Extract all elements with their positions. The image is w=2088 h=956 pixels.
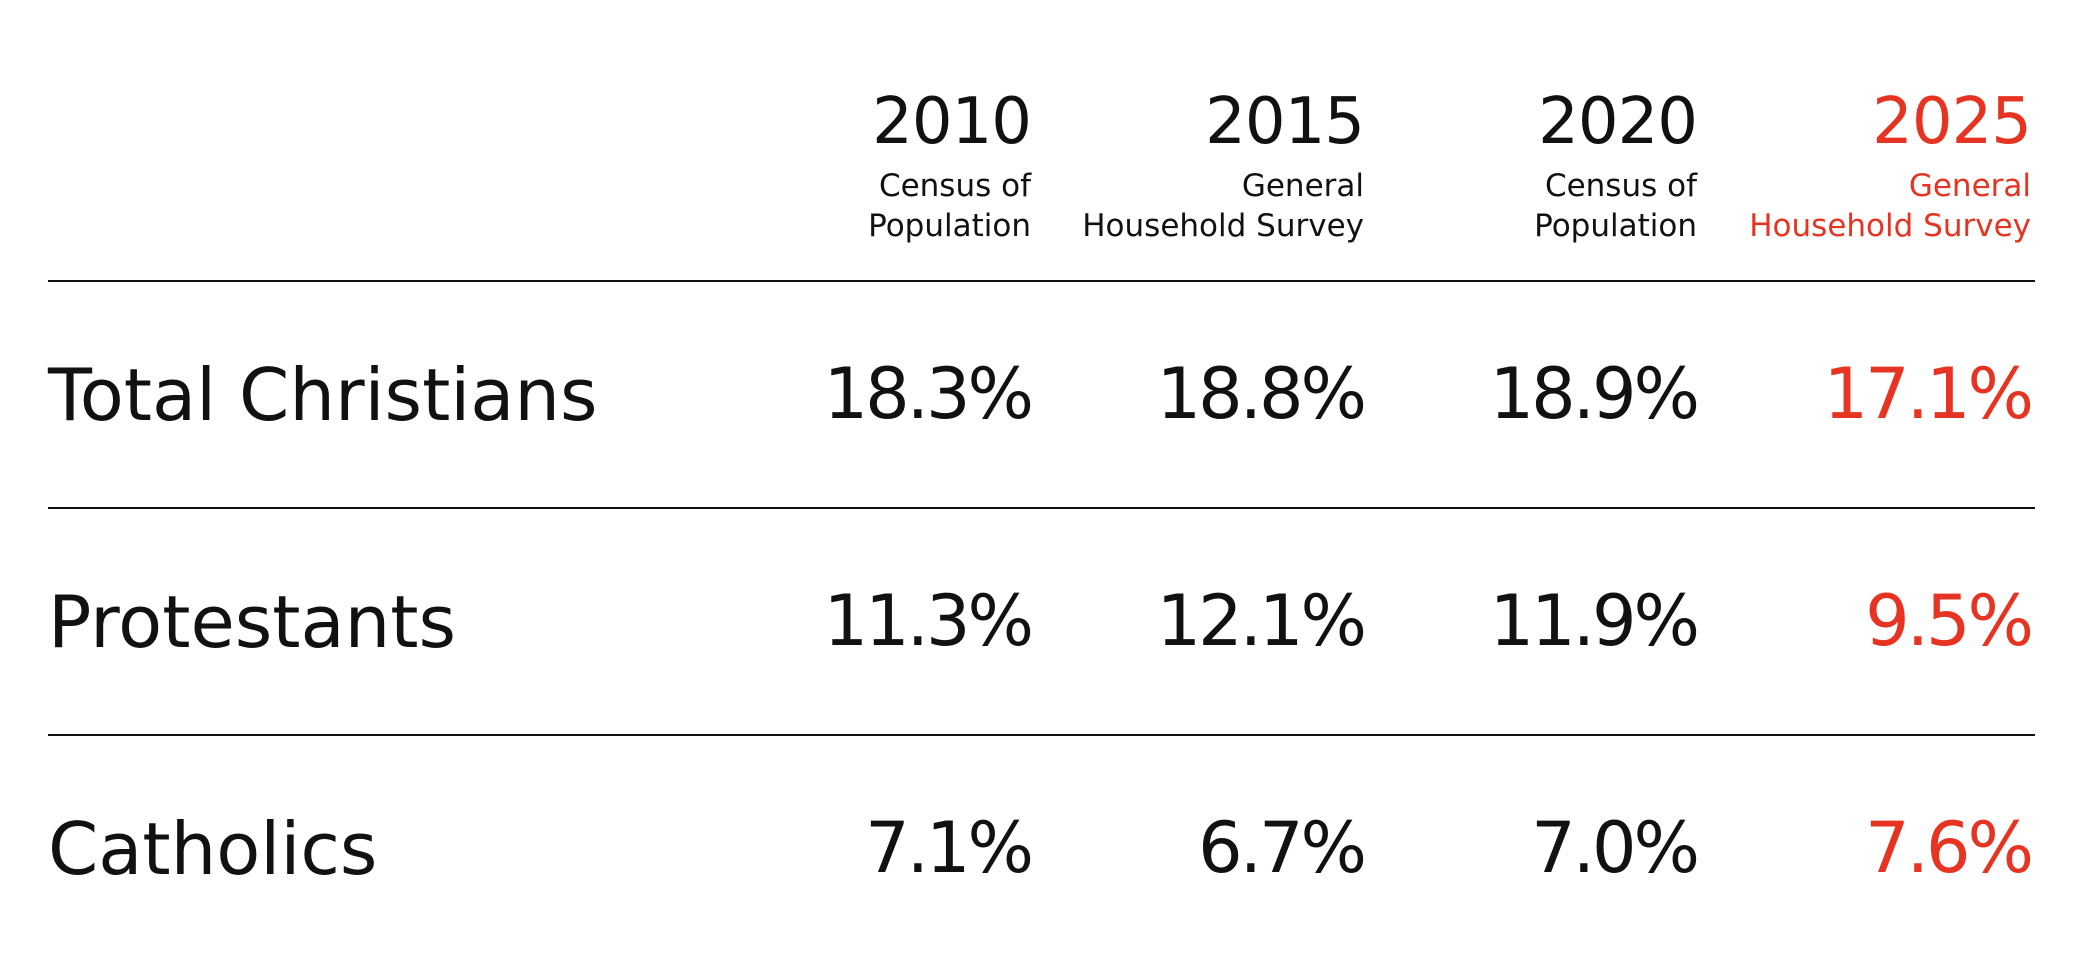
row-label: Catholics [48, 807, 378, 891]
column-source-line: Household Survey [1082, 208, 1364, 244]
row-divider [48, 734, 2035, 736]
table-cell-2025: 17.1% [1823, 353, 2034, 435]
column-source-line: Census of [878, 168, 1031, 204]
table-cell-2015: 6.7% [1198, 807, 1367, 889]
column-header-2010: 2010 Census of Population [671, 85, 1032, 246]
row-divider [48, 280, 2035, 282]
row-label: Protestants [48, 580, 456, 664]
column-source: Census of Population [671, 166, 1031, 246]
column-year: 2025 [1872, 85, 2032, 159]
religion-share-table: 2010 Census of Population 2015 General Househ… [48, 0, 2035, 956]
table-cell-2010: 7.1% [865, 807, 1034, 889]
table-cell-2025: 9.5% [1865, 580, 2034, 662]
table-cell-2010: 11.3% [823, 580, 1034, 662]
table-cell-2015: 18.8% [1156, 353, 1367, 435]
table-cell-2020: 7.0% [1531, 807, 1700, 889]
column-header-2015: 2015 General Household Survey [1004, 85, 1365, 246]
column-header-2020: 2020 Census of Population [1337, 85, 1698, 246]
column-source: General Household Survey [1004, 166, 1364, 246]
column-year: 2015 [1205, 85, 1365, 159]
column-year: 2020 [1538, 85, 1698, 159]
column-source: Census of Population [1337, 166, 1697, 246]
table-cell-2020: 11.9% [1489, 580, 1700, 662]
table-cell-2015: 12.1% [1156, 580, 1367, 662]
column-source: General Household Survey [1671, 166, 2031, 246]
column-source-line: General [1908, 168, 2031, 204]
row-label: Total Christians [48, 353, 598, 437]
column-source-line: Population [868, 208, 1031, 244]
table-cell-2025: 7.6% [1865, 807, 2034, 889]
column-year: 2010 [872, 85, 1032, 159]
column-header-2025: 2025 General Household Survey [1671, 85, 2032, 246]
column-source-line: General [1241, 168, 1364, 204]
table-cell-2020: 18.9% [1489, 353, 1700, 435]
column-source-line: Household Survey [1749, 208, 2031, 244]
row-divider [48, 507, 2035, 509]
table-cell-2010: 18.3% [823, 353, 1034, 435]
column-source-line: Census of [1544, 168, 1697, 204]
column-source-line: Population [1534, 208, 1697, 244]
